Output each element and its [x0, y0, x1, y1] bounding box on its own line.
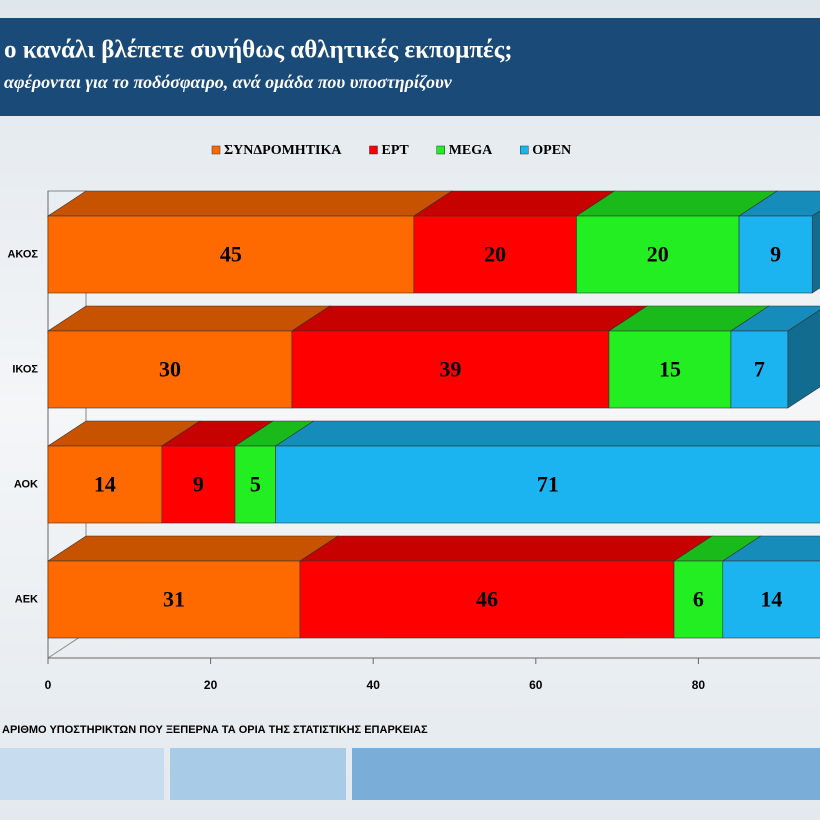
- x-tick-label: 20: [204, 678, 218, 692]
- footnote: ΑΡΙΘΜΟ ΥΠΟΣΤΗΡΙΚΤΩΝ ΠΟΥ ΞΕΠΕΡΝΑ ΤΑ ΟΡΙΑ …: [2, 724, 428, 736]
- bar: [47, 560, 301, 639]
- bar: [673, 560, 724, 639]
- value-label: 39: [439, 357, 461, 382]
- bar-top: [46, 535, 340, 562]
- bar: [47, 215, 415, 294]
- x-tick-label: 0: [45, 678, 52, 692]
- bar-top: [46, 305, 331, 332]
- bar: [738, 215, 813, 294]
- value-label: 9: [770, 242, 781, 267]
- bar-top: [299, 535, 714, 562]
- chart-subtitle: αφέρονται για το ποδόσφαιρο, ανά ομάδα π…: [4, 72, 453, 92]
- footer-band: [352, 748, 820, 800]
- legend-label: MEGA: [449, 143, 493, 158]
- legend-label: ΣΥΝΔΡΟΜΗΤΙΚΑ: [224, 143, 342, 158]
- value-label: 71: [537, 472, 559, 497]
- bar-top: [274, 420, 820, 447]
- legend-swatch: [436, 145, 445, 155]
- legend-swatch: [520, 145, 529, 155]
- bar: [291, 330, 610, 409]
- legend-label: ΕΡΤ: [381, 143, 409, 158]
- legend-label: OPEN: [532, 143, 571, 158]
- value-label: 31: [163, 587, 185, 612]
- x-tick-label: 80: [692, 678, 706, 692]
- category-label: ΑΚΟΣ: [7, 248, 38, 260]
- bar-top: [46, 190, 453, 217]
- chart-title: ο κανάλι βλέπετε συνήθως αθλητικές εκπομ…: [4, 37, 513, 64]
- category-label: ΙΚΟΣ: [12, 363, 38, 375]
- plot: 0 20 40 60 80 ΣΥΝΔΡΟΜΗΤΙΚΑ ΕΡΤ MEGA OPEN ΑΚΟΣ 45 20…: [7, 143, 820, 692]
- value-label: 15: [659, 357, 681, 382]
- footer-band: [170, 748, 346, 800]
- bar: [161, 445, 236, 524]
- value-label: 14: [94, 472, 116, 497]
- title-band: [0, 18, 820, 116]
- value-label: 20: [484, 242, 506, 267]
- value-label: 45: [220, 242, 242, 267]
- value-label: 6: [693, 587, 704, 612]
- bar: [47, 330, 293, 409]
- value-label: 30: [159, 357, 181, 382]
- value-label: 14: [760, 587, 782, 612]
- category-label: ΑΟΚ: [14, 478, 38, 490]
- value-label: 7: [754, 357, 765, 382]
- x-tick-label: 60: [529, 678, 543, 692]
- value-label: 46: [476, 587, 498, 612]
- footer-band: [0, 748, 164, 800]
- bar-top: [290, 305, 648, 332]
- value-label: 9: [193, 472, 204, 497]
- legend-swatch: [211, 145, 221, 155]
- x-tick-label: 40: [367, 678, 381, 692]
- bar: [299, 560, 675, 639]
- bar: [47, 445, 163, 524]
- legend-swatch: [369, 145, 378, 155]
- category-label: ΑΕΚ: [15, 593, 38, 605]
- value-label: 5: [250, 472, 261, 497]
- bar: [730, 330, 789, 409]
- bar: [722, 560, 820, 639]
- bar: [608, 330, 732, 409]
- bar: [576, 215, 740, 294]
- bar: [275, 445, 820, 524]
- value-label: 20: [647, 242, 669, 267]
